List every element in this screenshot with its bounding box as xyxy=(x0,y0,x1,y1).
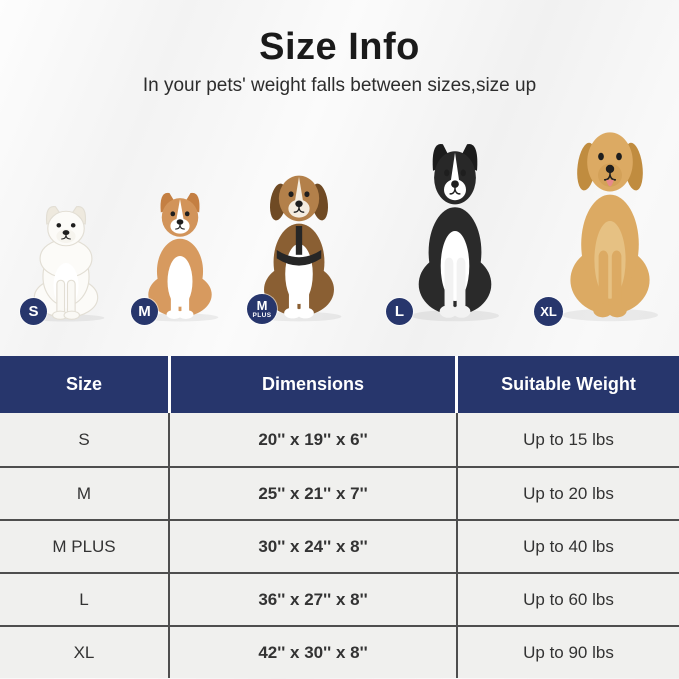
column-header-size: Size xyxy=(65,374,103,394)
page-title: Size Info xyxy=(259,26,420,68)
table-row-l: L 36'' x 27'' x 8'' Up to 60 lbs xyxy=(0,572,679,625)
cell-suitable-weight: Up to 15 lbs xyxy=(523,429,614,449)
column-header-suitable-weight: Suitable Weight xyxy=(501,374,636,394)
cell-suitable-weight: Up to 90 lbs xyxy=(523,642,614,662)
badge-label: L xyxy=(394,303,405,320)
cell-size: M xyxy=(76,483,92,503)
size-badge-mplus: M PLUS xyxy=(247,294,277,324)
table-row-m: M 25'' x 21'' x 7'' Up to 20 lbs xyxy=(0,466,679,519)
pomeranian-illustration xyxy=(18,204,114,322)
cell-dimensions: 25'' x 21'' x 7'' xyxy=(168,468,458,519)
beagle-illustration xyxy=(246,166,352,322)
size-badge-m: M xyxy=(131,298,158,325)
badge-sublabel: PLUS xyxy=(252,311,272,319)
badge-label: XL xyxy=(540,304,557,319)
cell-size: XL xyxy=(73,642,95,662)
size-table: Size Dimensions Suitable Weight S 20'' x … xyxy=(0,356,679,679)
dogs-lineup: S M xyxy=(0,0,679,326)
badge-label: M xyxy=(256,297,268,313)
badge-label: S xyxy=(28,303,39,320)
corgi-illustration xyxy=(132,190,228,322)
table-body: S 20'' x 19'' x 6'' Up to 15 lbs M 25'' x 21… xyxy=(0,413,679,678)
column-header-dimensions: Dimensions xyxy=(168,356,458,413)
cell-dimensions: 20'' x 19'' x 6'' xyxy=(168,413,458,466)
cell-size: L xyxy=(79,589,89,609)
size-badge-xl: XL xyxy=(534,297,563,326)
table-row-s: S 20'' x 19'' x 6'' Up to 15 lbs xyxy=(0,413,679,466)
badge-label: M xyxy=(138,303,151,320)
table-row-m-plus: M PLUS 30'' x 24'' x 8'' Up to 40 lbs xyxy=(0,519,679,572)
border-collie-illustration xyxy=(400,140,510,322)
size-badge-l: L xyxy=(386,298,413,325)
cell-suitable-weight: Up to 60 lbs xyxy=(523,589,614,609)
cell-suitable-weight: Up to 20 lbs xyxy=(523,483,614,503)
cell-dimensions: 42'' x 30'' x 8'' xyxy=(168,627,458,678)
cell-suitable-weight: Up to 40 lbs xyxy=(523,536,614,556)
cell-dimensions: 36'' x 27'' x 8'' xyxy=(168,574,458,625)
table-header-row: Size Dimensions Suitable Weight xyxy=(0,356,679,413)
cell-dimensions: 30'' x 24'' x 8'' xyxy=(168,521,458,572)
size-badge-s: S xyxy=(20,298,47,325)
page-subtitle: In your pets' weight falls between sizes… xyxy=(142,75,537,96)
golden-retriever-illustration xyxy=(550,120,670,322)
cell-size: M PLUS xyxy=(52,536,116,556)
table-row-xl: XL 42'' x 30'' x 8'' Up to 90 lbs xyxy=(0,625,679,678)
cell-size: S xyxy=(78,429,90,449)
